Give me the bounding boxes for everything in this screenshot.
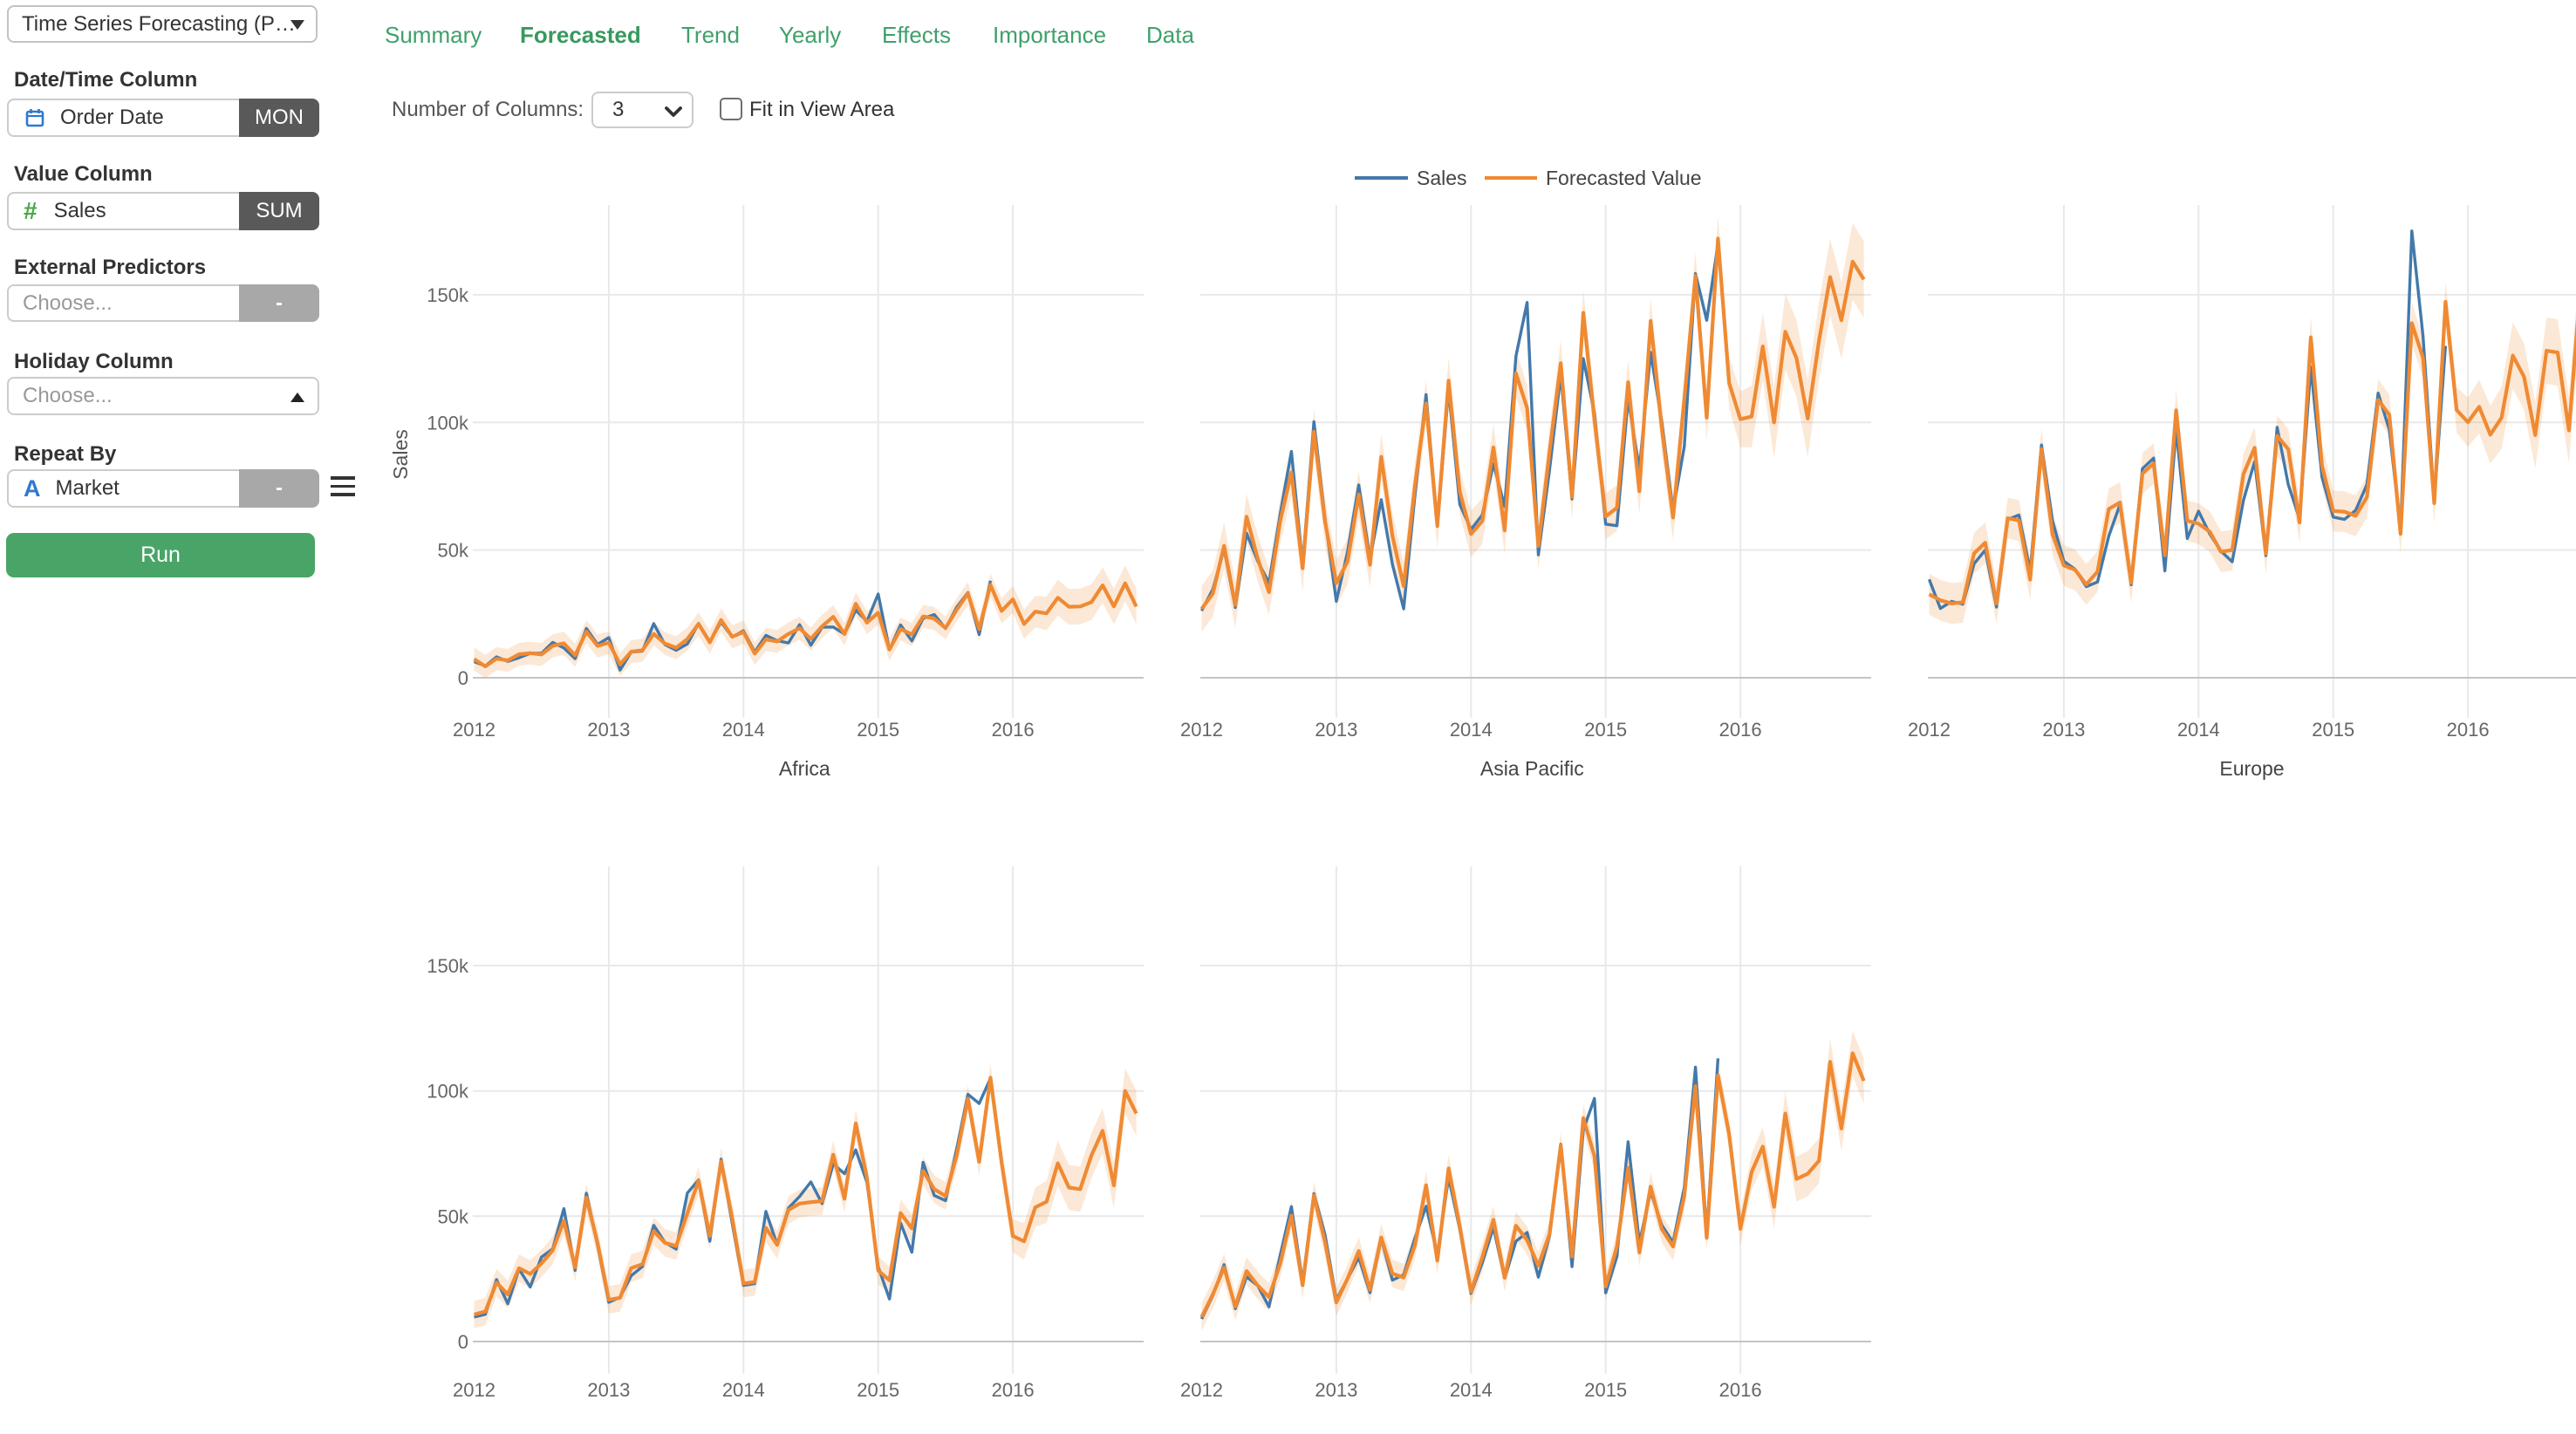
svg-text:2012: 2012 [1908, 719, 1951, 741]
svg-text:2013: 2013 [587, 719, 630, 741]
svg-text:2013: 2013 [587, 1379, 630, 1401]
svg-text:2012: 2012 [1180, 1379, 1223, 1401]
svg-text:0: 0 [458, 667, 468, 689]
svg-text:2012: 2012 [1180, 719, 1223, 741]
svg-text:2016: 2016 [2447, 719, 2490, 741]
svg-text:2013: 2013 [1315, 1379, 1357, 1401]
svg-text:150k: 150k [427, 284, 469, 306]
svg-text:2012: 2012 [453, 719, 495, 741]
svg-text:2015: 2015 [857, 719, 899, 741]
svg-text:Sales: Sales [389, 429, 412, 480]
svg-text:100k: 100k [427, 1081, 469, 1103]
svg-text:2016: 2016 [1719, 719, 1762, 741]
svg-text:2014: 2014 [1450, 719, 1493, 741]
svg-text:50k: 50k [438, 1205, 469, 1227]
svg-text:Asia Pacific: Asia Pacific [1480, 757, 1584, 780]
svg-text:2014: 2014 [1450, 1379, 1493, 1401]
svg-text:50k: 50k [438, 540, 469, 562]
svg-text:2015: 2015 [1584, 1379, 1627, 1401]
svg-text:2016: 2016 [992, 1379, 1035, 1401]
svg-text:Africa: Africa [779, 757, 830, 780]
svg-text:2015: 2015 [1584, 719, 1627, 741]
svg-text:2014: 2014 [722, 719, 765, 741]
svg-text:2012: 2012 [453, 1379, 495, 1401]
svg-text:Sales: Sales [1417, 167, 1467, 189]
svg-text:2013: 2013 [1315, 719, 1357, 741]
svg-text:2015: 2015 [857, 1379, 899, 1401]
svg-text:2014: 2014 [2177, 719, 2220, 741]
svg-text:2014: 2014 [722, 1379, 765, 1401]
svg-text:100k: 100k [427, 412, 469, 434]
svg-text:Europe: Europe [2219, 757, 2284, 780]
svg-text:2016: 2016 [992, 719, 1035, 741]
svg-text:0: 0 [458, 1331, 468, 1353]
svg-text:150k: 150k [427, 955, 469, 977]
svg-text:Forecasted Value: Forecasted Value [1546, 167, 1702, 189]
svg-text:2015: 2015 [2312, 719, 2354, 741]
svg-text:2013: 2013 [2042, 719, 2085, 741]
svg-text:2016: 2016 [1719, 1379, 1762, 1401]
